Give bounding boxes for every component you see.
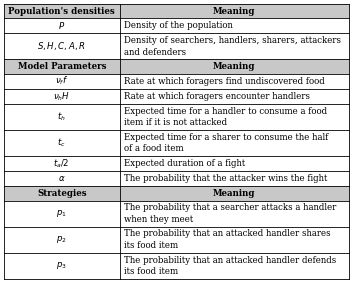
Text: $t_h$: $t_h$ <box>58 111 66 123</box>
Bar <box>120 104 349 130</box>
Text: $\nu_f f$: $\nu_f f$ <box>55 75 68 87</box>
Bar <box>4 171 120 186</box>
Bar <box>120 201 349 227</box>
Text: Density of searchers, handlers, sharers, attackers
and defenders: Density of searchers, handlers, sharers,… <box>124 36 341 57</box>
Bar <box>4 104 120 130</box>
Bar <box>120 4 349 18</box>
Bar <box>4 33 120 59</box>
Text: Density of the population: Density of the population <box>124 21 232 30</box>
Text: The probability that a searcher attacks a handler
when they meet: The probability that a searcher attacks … <box>124 203 336 224</box>
Text: Strategies: Strategies <box>37 189 86 198</box>
Bar <box>120 186 349 201</box>
Bar <box>4 4 120 18</box>
Bar <box>4 186 120 201</box>
Text: The probability that an attacked handler shares
its food item: The probability that an attacked handler… <box>124 230 330 250</box>
Bar <box>4 201 120 227</box>
Bar <box>120 59 349 74</box>
Text: Meaning: Meaning <box>213 7 256 16</box>
Text: Expected time for a handler to consume a food
item if it is not attacked: Expected time for a handler to consume a… <box>124 106 327 127</box>
Text: $t_a/2$: $t_a/2$ <box>54 157 70 170</box>
Bar <box>4 227 120 253</box>
Bar <box>4 59 120 74</box>
Bar <box>120 89 349 104</box>
Bar <box>120 74 349 89</box>
Text: Expected time for a sharer to consume the half
of a food item: Expected time for a sharer to consume th… <box>124 133 328 153</box>
Bar <box>4 253 120 279</box>
Text: $\alpha$: $\alpha$ <box>58 174 66 183</box>
Text: $\nu_h H$: $\nu_h H$ <box>53 90 70 102</box>
Bar <box>4 74 120 89</box>
Bar <box>4 130 120 156</box>
Text: $t_c$: $t_c$ <box>58 137 66 149</box>
Text: Rate at which foragers encounter handlers: Rate at which foragers encounter handler… <box>124 92 310 101</box>
Bar <box>4 156 120 171</box>
Bar <box>120 130 349 156</box>
Text: Meaning: Meaning <box>213 62 256 71</box>
Bar <box>120 33 349 59</box>
Text: The probability that an attacked handler defends
its food item: The probability that an attacked handler… <box>124 256 336 276</box>
Text: $p_3$: $p_3$ <box>56 260 67 271</box>
Text: $p_1$: $p_1$ <box>56 208 67 219</box>
Bar <box>120 227 349 253</box>
Text: Population's densities: Population's densities <box>8 7 115 16</box>
Text: Meaning: Meaning <box>213 189 256 198</box>
Text: Expected duration of a fight: Expected duration of a fight <box>124 159 245 168</box>
Text: Rate at which foragers find undiscovered food: Rate at which foragers find undiscovered… <box>124 77 324 86</box>
Bar <box>120 253 349 279</box>
Bar <box>120 18 349 33</box>
Text: The probability that the attacker wins the fight: The probability that the attacker wins t… <box>124 174 327 183</box>
Text: $S, H, C, A, R$: $S, H, C, A, R$ <box>37 40 86 52</box>
Text: Model Parameters: Model Parameters <box>18 62 106 71</box>
Text: $P$: $P$ <box>58 20 65 31</box>
Bar <box>4 18 120 33</box>
Bar <box>4 89 120 104</box>
Bar <box>120 156 349 171</box>
Text: $p_2$: $p_2$ <box>56 234 67 245</box>
Bar <box>120 171 349 186</box>
